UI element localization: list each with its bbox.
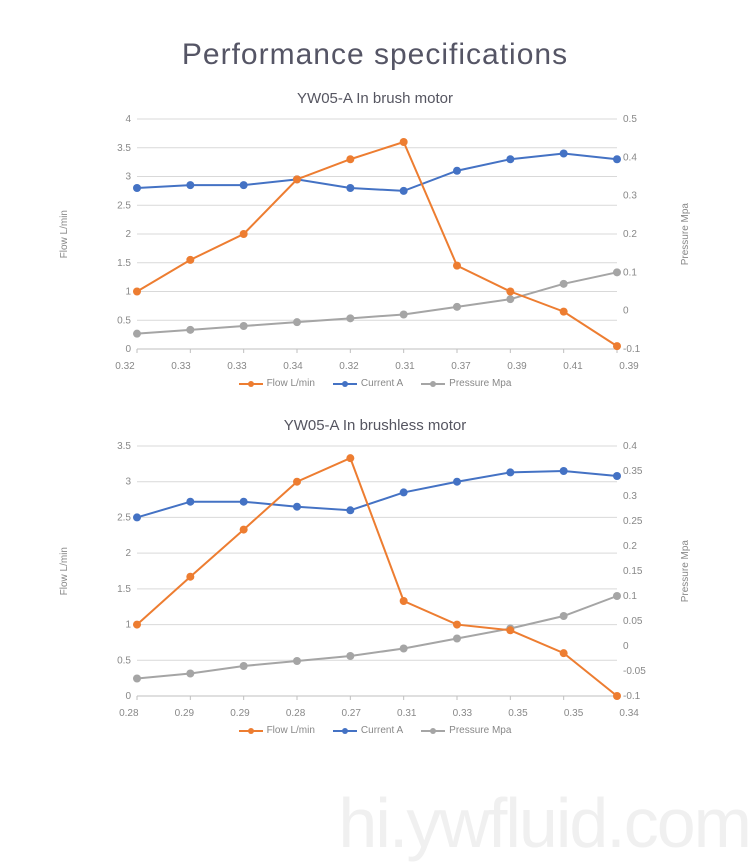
svg-text:-0.05: -0.05 [623,666,646,677]
legend-label: Pressure Mpa [449,378,511,389]
svg-text:3: 3 [125,477,131,488]
svg-text:-0.1: -0.1 [623,344,641,355]
legend-item-flow: Flow L/min [239,378,315,389]
legend-marker-icon [239,379,263,389]
svg-text:0.4: 0.4 [623,152,637,163]
xtick-label: 0.35 [546,708,602,719]
xtick-label: 0.29 [157,708,213,719]
svg-text:0.1: 0.1 [623,267,637,278]
svg-text:3.5: 3.5 [117,143,131,154]
xtick-label: 0.29 [212,708,268,719]
svg-text:0.2: 0.2 [623,541,637,552]
svg-text:1: 1 [125,287,131,298]
xtick-label: 0.33 [153,361,209,372]
legend-label: Pressure Mpa [449,725,511,736]
chart1-y1-label: Flow L/min [55,210,74,258]
legend-label: Current A [361,725,403,736]
svg-text:1.5: 1.5 [117,258,131,269]
svg-text:0.3: 0.3 [623,191,637,202]
svg-text:0: 0 [125,344,131,355]
legend-label: Flow L/min [267,378,315,389]
xtick-label: 0.31 [379,708,435,719]
xtick-label: 0.35 [490,708,546,719]
xtick-label: 0.34 [601,708,657,719]
legend-item-current: Current A [333,378,403,389]
chart2-legend: Flow L/min Current A Pressure Mpa [55,719,695,736]
xtick-label: 0.37 [433,361,489,372]
svg-text:2: 2 [125,229,131,240]
xtick-label: 0.39 [601,361,657,372]
xtick-label: 0.32 [321,361,377,372]
xtick-label: 0.32 [97,361,153,372]
xtick-label: 0.41 [545,361,601,372]
svg-text:0.15: 0.15 [623,566,643,577]
watermark: hi.ywfluid.com [338,783,750,863]
svg-text:0.3: 0.3 [623,491,637,502]
chart1-y2-label: Pressure Mpa [676,203,695,265]
legend-item-pressure: Pressure Mpa [421,725,511,736]
svg-text:0: 0 [125,691,131,702]
svg-text:-0.1: -0.1 [623,691,641,702]
chart1-plot: 0 0.5 1 1.5 2 2.5 3 3.5 4 -0.1 0 0.1 0.2 0.3 0.4 0.5 [74,109,676,359]
legend-marker-icon [239,726,263,736]
xtick-label: 0.33 [209,361,265,372]
legend-marker-icon [333,726,357,736]
legend-item-pressure: Pressure Mpa [421,378,511,389]
chart2-title: YW05-A In brushless motor [55,417,695,434]
xtick-label: 0.27 [323,708,379,719]
svg-text:2.5: 2.5 [117,512,131,523]
xtick-label: 0.33 [435,708,491,719]
svg-text:0: 0 [623,641,629,652]
xtick-label: 0.39 [489,361,545,372]
svg-text:0.05: 0.05 [623,616,643,627]
legend-item-current: Current A [333,725,403,736]
chart2-y1-label: Flow L/min [55,547,74,595]
chart2-y2-label: Pressure Mpa [676,540,695,602]
legend-label: Current A [361,378,403,389]
svg-text:0.25: 0.25 [623,516,643,527]
svg-text:3: 3 [125,172,131,183]
legend-marker-icon [421,726,445,736]
svg-text:2: 2 [125,548,131,559]
xtick-label: 0.28 [101,708,157,719]
legend-item-flow: Flow L/min [239,725,315,736]
svg-text:0.5: 0.5 [117,315,131,326]
xtick-label: 0.28 [268,708,324,719]
chart-brush-motor: YW05-A In brush motor Flow L/min 0 0.5 1 1.… [55,90,695,389]
svg-text:3.5: 3.5 [117,441,131,452]
xtick-label: 0.31 [377,361,433,372]
chart1-title: YW05-A In brush motor [55,90,695,107]
svg-text:0.35: 0.35 [623,466,643,477]
svg-text:2.5: 2.5 [117,200,131,211]
svg-text:0.2: 0.2 [623,229,637,240]
svg-text:0.5: 0.5 [117,655,131,666]
chart-brushless-motor: YW05-A In brushless motor Flow L/min 0 0.… [55,417,695,736]
svg-text:0: 0 [623,306,629,317]
svg-text:1: 1 [125,620,131,631]
page-title: Performance specifications [0,0,750,82]
svg-text:0.5: 0.5 [623,114,637,125]
svg-text:4: 4 [125,114,131,125]
legend-marker-icon [333,379,357,389]
xtick-label: 0.34 [265,361,321,372]
legend-label: Flow L/min [267,725,315,736]
svg-text:1.5: 1.5 [117,584,131,595]
legend-marker-icon [421,379,445,389]
svg-text:0.1: 0.1 [623,591,637,602]
chart1-xticks: 0.320.330.330.340.320.310.370.390.410.39 [97,359,657,372]
svg-text:0.4: 0.4 [623,441,637,452]
chart2-xticks: 0.280.290.290.280.270.310.330.350.350.34 [101,706,657,719]
chart1-legend: Flow L/min Current A Pressure Mpa [55,372,695,389]
chart2-plot: 0 0.5 1 1.5 2 2.5 3 3.5 -0.1 -0.05 0 0.05 0.1 0.15 0.2… [74,436,676,706]
